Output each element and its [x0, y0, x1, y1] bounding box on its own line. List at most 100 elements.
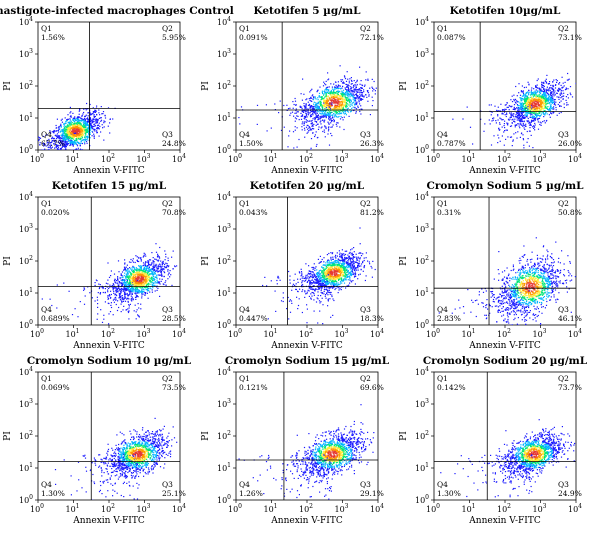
event-dot	[528, 90, 529, 91]
event-dot	[103, 120, 104, 121]
event-dot	[63, 163, 64, 164]
event-dot	[522, 113, 523, 114]
event-dot	[59, 149, 60, 150]
event-dot	[316, 98, 317, 99]
event-dot	[322, 93, 323, 94]
event-dot	[62, 153, 63, 154]
event-dot	[83, 109, 84, 110]
event-dot	[118, 307, 119, 308]
event-dot	[504, 145, 505, 146]
event-dot	[499, 122, 500, 123]
event-dot	[100, 292, 101, 293]
event-dot	[342, 104, 343, 105]
event-dot	[297, 127, 298, 128]
event-dot	[155, 243, 156, 244]
event-dot	[65, 170, 66, 171]
event-dot	[98, 112, 99, 113]
quadrant-q3-value: 26.0%	[558, 139, 582, 148]
quadrant-q2-value: 72.1%	[360, 33, 384, 42]
quadrant-q2-value: 5.95%	[162, 33, 186, 42]
event-dot	[83, 121, 84, 122]
event-dot	[565, 82, 566, 83]
event-dot	[73, 130, 74, 131]
event-dot	[553, 93, 554, 94]
event-dot	[117, 290, 118, 291]
event-dot	[88, 129, 89, 130]
event-dot	[519, 127, 520, 128]
event-dot	[95, 116, 96, 117]
event-dot	[575, 83, 576, 84]
event-dot	[536, 96, 537, 97]
event-dot	[533, 107, 534, 108]
event-dot	[516, 107, 517, 108]
event-dot	[523, 145, 524, 146]
event-dot	[82, 126, 83, 127]
event-dot	[44, 160, 45, 161]
event-dot	[332, 126, 333, 127]
event-dot	[132, 297, 133, 298]
event-dot	[93, 121, 94, 122]
event-dot	[523, 139, 524, 140]
event-dot	[328, 104, 329, 105]
event-dot	[559, 88, 560, 89]
event-dot	[74, 129, 75, 130]
event-dot	[135, 255, 136, 256]
event-dot	[127, 265, 128, 266]
event-dot	[346, 93, 347, 94]
event-dot	[91, 113, 92, 114]
event-dot	[81, 126, 82, 127]
event-dot	[532, 92, 533, 93]
event-dot	[530, 114, 531, 115]
quadrant-q2-value: 73.1%	[558, 33, 582, 42]
event-dot	[515, 116, 516, 117]
event-dot	[342, 99, 343, 100]
event-dot	[304, 106, 305, 107]
event-dot	[546, 97, 547, 98]
event-dot	[539, 112, 540, 113]
event-dot	[64, 130, 65, 131]
event-dot	[555, 107, 556, 108]
event-dot	[71, 124, 72, 125]
event-dot	[332, 89, 333, 90]
event-dot	[543, 100, 544, 101]
event-dot	[543, 95, 544, 96]
event-dot	[330, 122, 331, 123]
event-dot	[345, 102, 346, 103]
event-dot	[535, 93, 536, 94]
event-dot	[82, 131, 83, 132]
event-dot	[533, 110, 534, 111]
event-dot	[61, 153, 62, 154]
event-dot	[57, 135, 58, 136]
event-dot	[317, 105, 318, 106]
event-dot	[339, 126, 340, 127]
event-dot	[69, 129, 70, 130]
event-dot	[304, 130, 305, 131]
event-dot	[132, 266, 133, 267]
event-dot	[550, 92, 551, 93]
event-dot	[71, 132, 72, 133]
event-dot	[522, 116, 523, 117]
event-dot	[366, 97, 367, 98]
x-tick-label: 103	[334, 153, 348, 164]
event-dot	[522, 114, 523, 115]
event-dot	[98, 127, 99, 128]
event-dot	[349, 100, 350, 101]
event-dot	[93, 111, 94, 112]
event-dot	[316, 115, 317, 116]
event-dot	[541, 122, 542, 123]
event-dot	[504, 125, 505, 126]
event-dot	[556, 82, 557, 83]
event-dot	[26, 165, 27, 166]
event-dot	[99, 136, 100, 137]
event-dot	[151, 252, 152, 253]
event-dot	[529, 92, 530, 93]
event-dot	[566, 100, 567, 101]
event-dot	[329, 103, 330, 104]
event-dot	[555, 104, 556, 105]
event-dot	[307, 125, 308, 126]
event-dot	[316, 103, 317, 104]
event-dot	[561, 93, 562, 94]
event-dot	[372, 97, 373, 98]
event-dot	[75, 133, 76, 134]
event-dot	[316, 121, 317, 122]
